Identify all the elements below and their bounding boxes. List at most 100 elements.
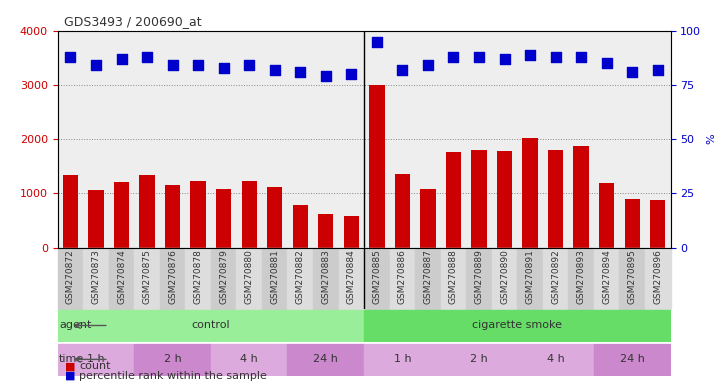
Text: GSM270874: GSM270874 — [117, 249, 126, 304]
Text: GSM270879: GSM270879 — [219, 249, 228, 304]
Bar — [185, 248, 211, 309]
Bar — [518, 344, 594, 375]
Point — [423, 62, 434, 68]
Bar — [568, 248, 594, 309]
Bar — [288, 344, 364, 375]
Point — [575, 54, 587, 60]
Bar — [415, 248, 441, 309]
Point — [371, 38, 383, 45]
Text: GSM270889: GSM270889 — [474, 249, 484, 304]
Point — [244, 62, 255, 68]
Point — [473, 54, 485, 60]
Text: 4 h: 4 h — [240, 354, 258, 364]
Text: GSM270881: GSM270881 — [270, 249, 279, 304]
Bar — [313, 248, 339, 309]
Text: 2 h: 2 h — [470, 354, 488, 364]
Bar — [395, 174, 410, 248]
Bar — [190, 181, 205, 248]
Bar — [134, 344, 211, 375]
Bar — [160, 248, 185, 309]
Bar — [211, 248, 236, 309]
Point — [294, 69, 306, 75]
Point — [499, 56, 510, 62]
Point — [448, 54, 459, 60]
Bar — [543, 248, 568, 309]
Bar — [594, 248, 619, 309]
Bar — [318, 214, 333, 248]
Bar — [344, 215, 359, 248]
Text: GSM270888: GSM270888 — [449, 249, 458, 304]
Text: GSM270892: GSM270892 — [551, 249, 560, 304]
Bar — [236, 248, 262, 309]
Text: ■: ■ — [65, 361, 76, 371]
Bar — [497, 151, 512, 248]
Bar — [139, 175, 155, 248]
Bar — [446, 152, 461, 248]
Bar — [466, 248, 492, 309]
Bar — [364, 344, 441, 375]
Text: GSM270878: GSM270878 — [194, 249, 203, 304]
Point — [65, 54, 76, 60]
Text: GSM270872: GSM270872 — [66, 249, 75, 304]
Text: 24 h: 24 h — [620, 354, 645, 364]
Bar — [211, 344, 288, 375]
Y-axis label: %: % — [707, 134, 717, 144]
Text: count: count — [79, 361, 111, 371]
Text: GSM270895: GSM270895 — [628, 249, 637, 304]
Bar — [109, 248, 134, 309]
Point — [167, 62, 178, 68]
Bar — [619, 248, 645, 309]
Bar — [548, 150, 563, 248]
Bar — [645, 248, 671, 309]
Bar — [624, 199, 640, 248]
Point — [601, 60, 612, 66]
Bar — [293, 205, 308, 248]
Bar — [288, 248, 313, 309]
Text: GSM270891: GSM270891 — [526, 249, 534, 304]
Point — [116, 56, 128, 62]
Bar — [389, 248, 415, 309]
Text: 1 h: 1 h — [394, 354, 411, 364]
Bar — [242, 181, 257, 248]
Bar — [114, 182, 129, 248]
Text: GSM270894: GSM270894 — [602, 249, 611, 304]
Text: GSM270873: GSM270873 — [92, 249, 100, 304]
Bar — [573, 146, 589, 248]
Bar — [364, 248, 389, 309]
Text: agent: agent — [59, 321, 92, 331]
Point — [218, 65, 229, 71]
Text: GSM270886: GSM270886 — [398, 249, 407, 304]
Bar — [58, 248, 83, 309]
Bar — [492, 248, 518, 309]
Point — [320, 73, 332, 79]
Text: cigarette smoke: cigarette smoke — [472, 321, 562, 331]
Bar — [420, 189, 435, 248]
Text: GSM270890: GSM270890 — [500, 249, 509, 304]
Bar — [599, 182, 614, 248]
Text: GSM270875: GSM270875 — [143, 249, 151, 304]
Text: 2 h: 2 h — [164, 354, 182, 364]
Text: control: control — [192, 321, 230, 331]
Text: 1 h: 1 h — [87, 354, 105, 364]
Text: 24 h: 24 h — [314, 354, 338, 364]
Point — [627, 69, 638, 75]
Bar — [58, 344, 134, 375]
Bar — [165, 185, 180, 248]
Bar — [441, 248, 466, 309]
Point — [524, 51, 536, 58]
Text: GDS3493 / 200690_at: GDS3493 / 200690_at — [64, 15, 201, 28]
Bar — [216, 189, 231, 248]
Bar — [650, 200, 665, 248]
Bar — [89, 190, 104, 248]
Bar — [369, 85, 384, 248]
Text: 4 h: 4 h — [547, 354, 565, 364]
Text: GSM270876: GSM270876 — [168, 249, 177, 304]
Point — [193, 62, 204, 68]
Bar — [364, 310, 671, 341]
Point — [345, 71, 357, 77]
Text: ■: ■ — [65, 371, 76, 381]
Point — [269, 67, 280, 73]
Point — [141, 54, 153, 60]
Text: GSM270883: GSM270883 — [322, 249, 330, 304]
Bar — [339, 248, 364, 309]
